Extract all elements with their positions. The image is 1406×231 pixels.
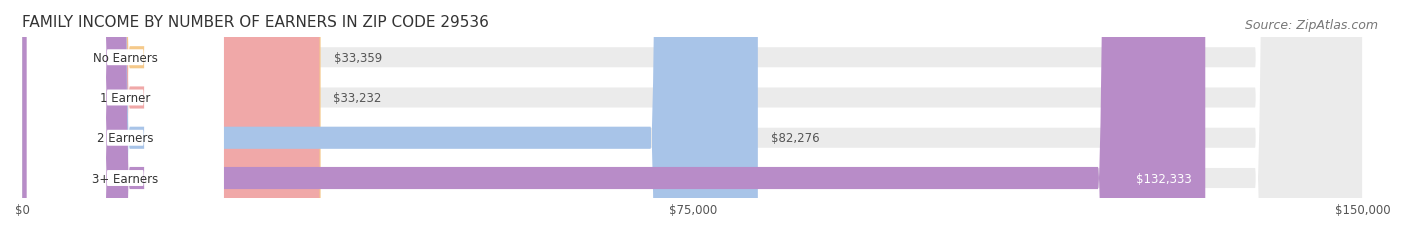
- FancyBboxPatch shape: [22, 0, 758, 231]
- FancyBboxPatch shape: [27, 0, 224, 231]
- FancyBboxPatch shape: [27, 0, 224, 231]
- Text: $82,276: $82,276: [772, 132, 820, 145]
- Text: Source: ZipAtlas.com: Source: ZipAtlas.com: [1244, 18, 1378, 31]
- Text: 3+ Earners: 3+ Earners: [93, 172, 159, 185]
- Text: No Earners: No Earners: [93, 52, 157, 64]
- Text: $132,333: $132,333: [1136, 172, 1192, 185]
- Text: $33,359: $33,359: [335, 52, 382, 64]
- Text: $33,232: $33,232: [333, 92, 381, 105]
- Text: 1 Earner: 1 Earner: [100, 92, 150, 105]
- FancyBboxPatch shape: [27, 0, 224, 231]
- FancyBboxPatch shape: [22, 0, 1364, 231]
- FancyBboxPatch shape: [22, 0, 1364, 231]
- FancyBboxPatch shape: [22, 0, 1364, 231]
- Text: 2 Earners: 2 Earners: [97, 132, 153, 145]
- Text: FAMILY INCOME BY NUMBER OF EARNERS IN ZIP CODE 29536: FAMILY INCOME BY NUMBER OF EARNERS IN ZI…: [22, 15, 489, 30]
- FancyBboxPatch shape: [22, 0, 321, 231]
- FancyBboxPatch shape: [27, 0, 224, 231]
- FancyBboxPatch shape: [22, 0, 319, 231]
- FancyBboxPatch shape: [22, 0, 1364, 231]
- FancyBboxPatch shape: [22, 0, 1205, 231]
